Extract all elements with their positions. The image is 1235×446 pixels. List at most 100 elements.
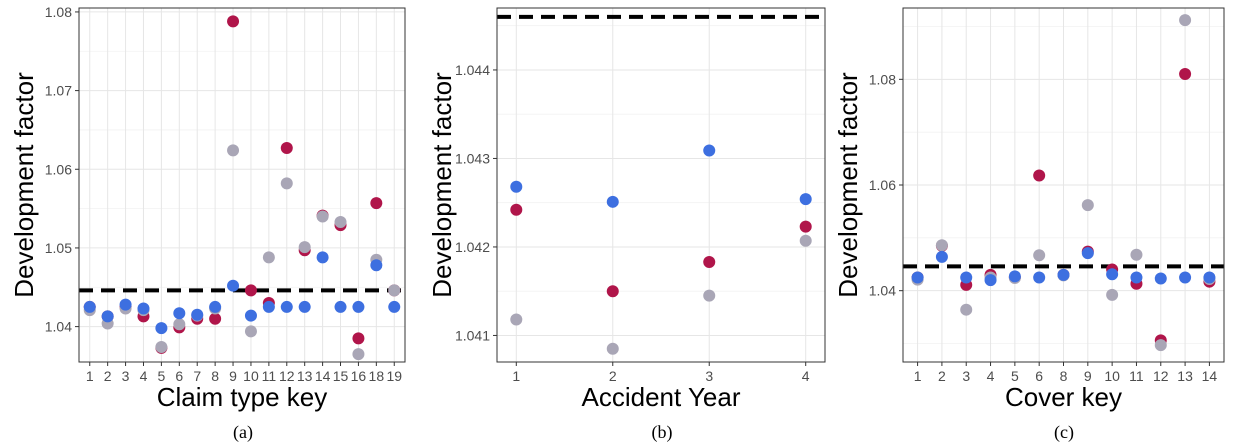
point-grey — [1179, 14, 1192, 27]
x-tick-label: 2 — [104, 368, 112, 384]
y-tick-label: 1.06 — [45, 161, 72, 177]
point-red — [227, 15, 240, 28]
point-blue — [1033, 271, 1046, 284]
point-blue — [370, 259, 383, 272]
point-grey — [1130, 248, 1143, 261]
point-grey — [298, 241, 311, 254]
point-grey — [227, 144, 240, 157]
x-tick-label: 8 — [1060, 368, 1068, 384]
point-grey — [1106, 288, 1119, 301]
x-tick-label: 12 — [279, 368, 295, 384]
y-axis-title: Development factor — [833, 72, 863, 298]
point-grey — [334, 215, 347, 228]
point-blue — [209, 300, 222, 313]
plot-frame — [496, 7, 826, 363]
point-grey — [510, 313, 523, 326]
x-tick-label: 7 — [193, 368, 201, 384]
point-blue — [1008, 270, 1021, 283]
point-blue — [1154, 272, 1167, 285]
x-tick-label: 16 — [351, 368, 367, 384]
panel-caption: (a) — [233, 422, 253, 443]
y-tick-label: 1.05 — [45, 240, 72, 256]
point-blue — [280, 300, 293, 313]
x-tick-label: 13 — [297, 368, 313, 384]
x-axis-title: Cover key — [1005, 382, 1122, 412]
y-tick-label: 1.041 — [455, 327, 490, 343]
point-grey — [935, 239, 948, 252]
point-grey — [960, 303, 973, 316]
x-tick-label: 3 — [705, 368, 713, 384]
x-tick-label: 14 — [1202, 368, 1218, 384]
y-tick-label: 1.042 — [455, 239, 490, 255]
x-tick-label: 10 — [243, 368, 259, 384]
point-red — [209, 312, 222, 325]
x-tick-label: 5 — [157, 368, 165, 384]
point-grey — [316, 210, 329, 223]
point-blue — [911, 271, 924, 284]
x-tick-label: 19 — [386, 368, 402, 384]
panel-1: 1.041.051.061.071.081 2 3 4 5 6 7 8 9 10 11 12 13 14 1… — [9, 4, 406, 443]
x-tick-label: 18 — [369, 368, 385, 384]
x-tick-label: 3 — [962, 368, 970, 384]
point-blue — [703, 144, 716, 157]
x-tick-label: 6 — [1035, 368, 1043, 384]
point-grey — [606, 342, 619, 355]
point-red — [352, 332, 365, 345]
point-grey — [1033, 249, 1046, 262]
y-tick-label: 1.044 — [455, 62, 490, 78]
x-tick-label: 15 — [333, 368, 349, 384]
point-blue — [799, 193, 812, 206]
x-tick-label: 4 — [987, 368, 995, 384]
x-axis-title: Accident Year — [581, 382, 740, 412]
x-tick-label: 12 — [1153, 368, 1169, 384]
point-blue — [1106, 268, 1119, 281]
panel-2: 1.041 1.042 1.043 1.044 1 2 3 4 Accident Year Dev… — [427, 7, 826, 443]
point-grey — [155, 341, 168, 354]
x-tick-label: 5 — [1011, 368, 1019, 384]
point-grey — [244, 325, 257, 338]
point-red — [510, 203, 523, 216]
y-tick-label: 1.043 — [455, 150, 490, 166]
x-tick-label: 1 — [512, 368, 520, 384]
point-blue — [1203, 271, 1216, 284]
panel-caption: (b) — [652, 422, 673, 443]
point-grey — [352, 348, 365, 361]
x-tick-label: 14 — [315, 368, 331, 384]
point-blue — [935, 250, 948, 263]
point-red — [606, 285, 619, 298]
point-blue — [262, 300, 275, 313]
x-tick-label: 13 — [1177, 368, 1193, 384]
point-blue — [298, 300, 311, 313]
point-blue — [83, 300, 96, 313]
point-grey — [262, 251, 275, 264]
point-blue — [155, 322, 168, 335]
x-tick-label: 9 — [229, 368, 237, 384]
x-tick-label: 1 — [86, 368, 94, 384]
point-grey — [173, 318, 186, 331]
point-blue — [191, 308, 204, 321]
x-tick-label: 6 — [175, 368, 183, 384]
x-tick-label: 2 — [938, 368, 946, 384]
point-red — [280, 142, 293, 155]
point-blue — [1057, 268, 1070, 281]
point-red — [244, 284, 257, 297]
point-grey — [799, 234, 812, 247]
point-grey — [703, 289, 716, 302]
y-tick-label: 1.04 — [869, 283, 896, 299]
x-tick-label: 3 — [122, 368, 130, 384]
point-blue — [352, 300, 365, 313]
point-blue — [606, 195, 619, 208]
y-tick-label: 1.06 — [869, 177, 896, 193]
x-tick-label: 1 — [914, 368, 922, 384]
point-red — [799, 220, 812, 233]
x-tick-label: 4 — [802, 368, 810, 384]
panel-caption: (c) — [1054, 422, 1074, 443]
point-red — [1179, 68, 1192, 81]
y-tick-label: 1.08 — [869, 71, 896, 87]
x-tick-label: 8 — [211, 368, 219, 384]
point-blue — [1130, 271, 1143, 284]
point-grey — [388, 284, 401, 297]
point-blue — [101, 310, 114, 323]
point-blue — [334, 300, 347, 313]
